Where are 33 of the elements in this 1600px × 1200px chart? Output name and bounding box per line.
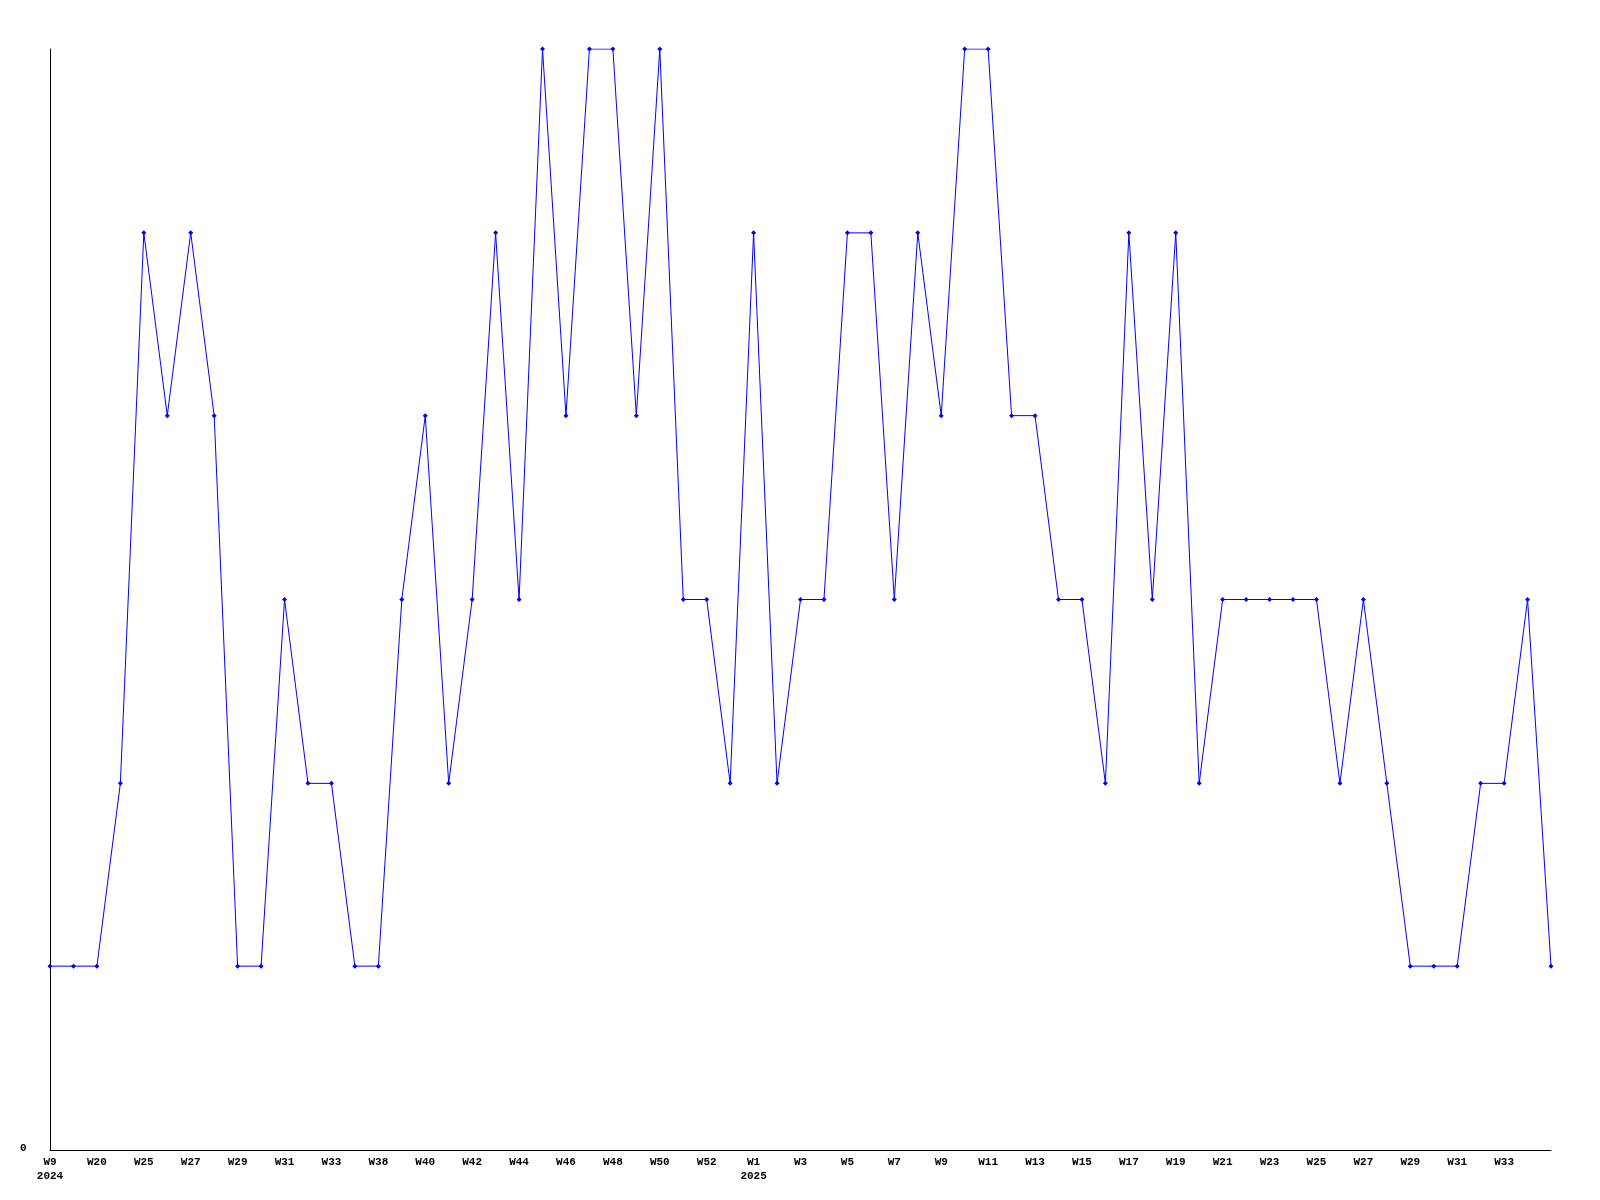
x-tick-label: W23 (1259, 1156, 1280, 1168)
x-tick-label: W1 2025 (740, 1156, 768, 1182)
x-tick-label: W13 (1025, 1156, 1046, 1168)
x-tick-label: W50 (649, 1156, 670, 1168)
x-tick-label: W52 (696, 1156, 717, 1168)
x-tick-label: W21 (1212, 1156, 1233, 1168)
x-tick-label: W20 (87, 1156, 107, 1168)
x-tick-label: W46 (556, 1156, 576, 1168)
x-tick-label: W29 (1400, 1156, 1421, 1168)
x-tick-label: W33 (321, 1156, 342, 1168)
x-tick-label: W25 (133, 1156, 155, 1168)
x-tick-label: W3 (793, 1156, 808, 1168)
x-tick-label: W31 (274, 1156, 295, 1168)
x-tick-label: W9 2024 (36, 1156, 64, 1182)
x-tick-label: W25 (1306, 1156, 1327, 1168)
x-tick-label: W38 (368, 1156, 389, 1168)
x-tick-label: W11 (978, 1156, 999, 1168)
x-tick-label: W17 (1118, 1156, 1139, 1168)
x-tick-label: W9 (934, 1156, 948, 1168)
x-tick-label: W31 (1447, 1156, 1468, 1168)
x-tick-label: W7 (887, 1156, 901, 1168)
x-tick-label: W48 (602, 1156, 624, 1168)
x-tick-label: W29 (227, 1156, 248, 1168)
x-tick-label: W27 (1353, 1156, 1374, 1168)
text: 0 (20, 1141, 27, 1154)
x-tick-label: W15 (1072, 1156, 1093, 1168)
x-tick-label: W27 (180, 1156, 201, 1168)
x-tick-label: W40 (415, 1156, 436, 1168)
x-tick-label: W5 (840, 1156, 855, 1168)
x-tick-label: W44 (509, 1156, 530, 1168)
x-tick-label: W19 (1165, 1156, 1186, 1168)
x-tick-label: W33 (1494, 1156, 1515, 1168)
x-tick-label: W42 (462, 1156, 483, 1168)
